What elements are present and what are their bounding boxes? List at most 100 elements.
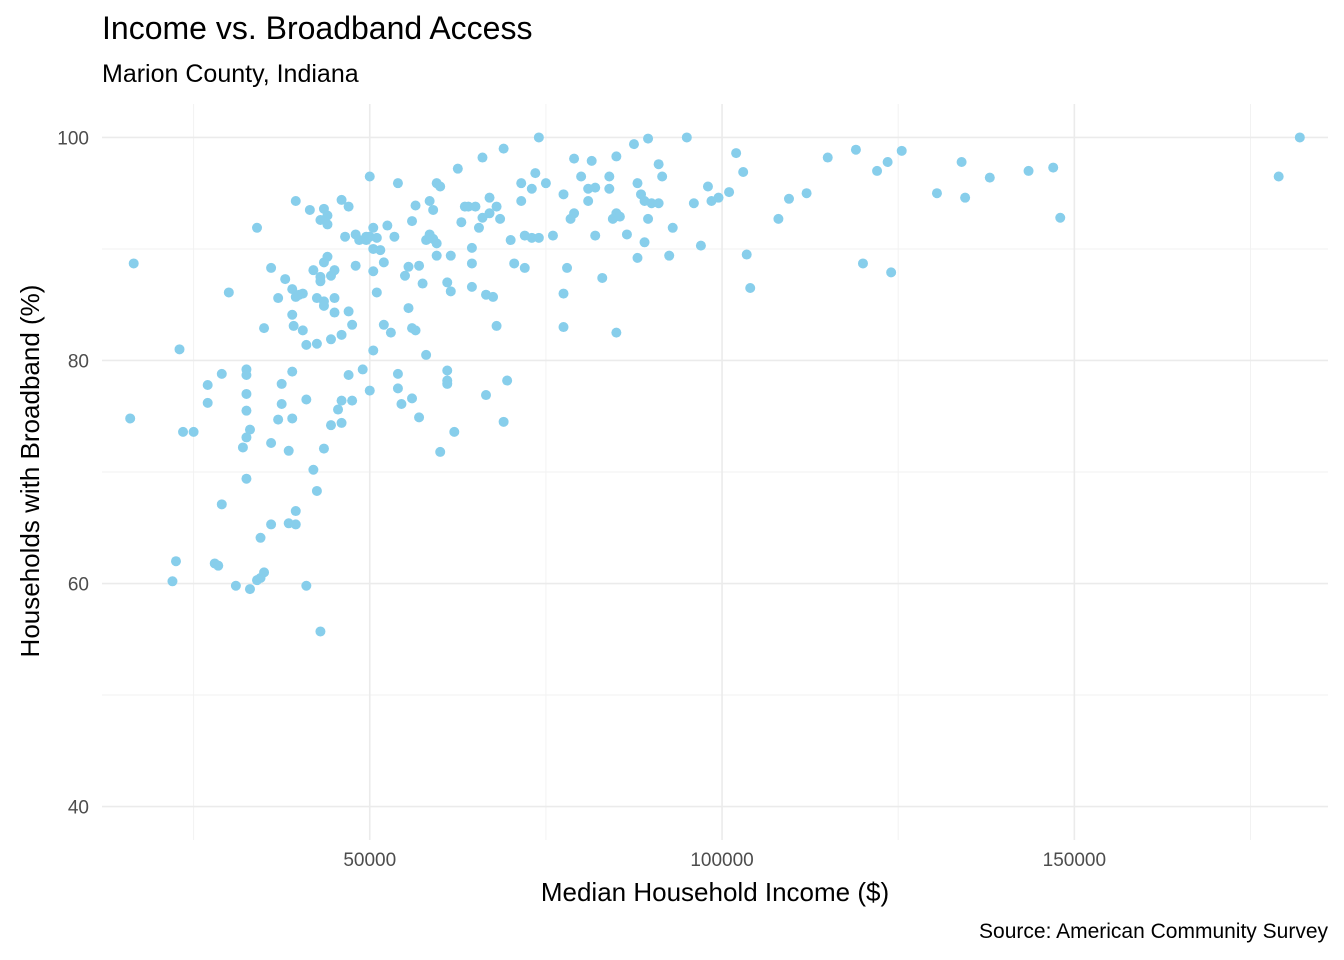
data-point — [336, 395, 347, 406]
data-point — [174, 344, 185, 355]
data-point — [583, 196, 594, 207]
data-point — [621, 229, 632, 240]
data-point — [276, 378, 287, 389]
data-point — [484, 192, 495, 203]
data-point — [611, 151, 622, 162]
data-point — [410, 200, 421, 211]
y-axis-title: Households with Broadband (%) — [15, 285, 45, 658]
data-point — [470, 201, 481, 212]
data-point — [533, 132, 544, 143]
data-point — [435, 181, 446, 192]
data-point — [569, 208, 580, 219]
data-point — [576, 171, 587, 182]
data-point — [590, 230, 601, 241]
data-point — [244, 424, 255, 435]
chart-caption: Source: American Community Survey — [979, 920, 1328, 943]
data-point — [653, 198, 664, 209]
data-point — [586, 155, 597, 166]
data-point — [1055, 212, 1066, 223]
data-point — [287, 284, 298, 295]
data-point — [516, 178, 527, 189]
data-point — [484, 208, 495, 219]
data-point — [259, 323, 270, 334]
data-point — [368, 266, 379, 277]
data-point — [188, 426, 199, 437]
data-point — [273, 414, 284, 425]
data-point — [288, 320, 299, 331]
data-point — [519, 262, 530, 273]
data-point — [681, 132, 692, 143]
data-point — [491, 320, 502, 331]
data-point — [414, 412, 425, 423]
data-point — [424, 196, 435, 207]
data-point — [396, 398, 407, 409]
data-point — [562, 262, 573, 273]
y-tick-label: 60 — [68, 575, 89, 596]
data-point — [340, 231, 351, 242]
data-point — [783, 193, 794, 204]
data-point — [466, 281, 477, 292]
x-tick-label: 100000 — [690, 850, 753, 871]
data-point — [643, 133, 654, 144]
data-point — [442, 277, 453, 288]
data-point — [318, 443, 329, 454]
chart-subtitle: Marion County, Indiana — [102, 60, 359, 88]
data-point — [667, 222, 678, 233]
data-point — [442, 375, 453, 386]
data-point — [389, 231, 400, 242]
data-point — [872, 165, 883, 176]
x-axis-ticks: 50000 100000 150000 — [343, 850, 1106, 871]
data-point — [643, 213, 654, 224]
data-point — [371, 287, 382, 298]
data-point — [315, 271, 326, 282]
data-point — [526, 232, 537, 243]
data-point — [526, 183, 537, 194]
data-point — [614, 211, 625, 222]
data-point — [498, 416, 509, 427]
data-point — [435, 446, 446, 457]
data-point — [688, 198, 699, 209]
data-point — [745, 283, 756, 293]
data-point — [533, 232, 544, 243]
data-point — [431, 250, 442, 261]
data-point — [477, 152, 488, 163]
data-point — [297, 288, 308, 299]
data-point — [276, 398, 287, 409]
data-point — [516, 196, 527, 207]
data-point — [329, 293, 340, 304]
data-point — [399, 270, 410, 281]
data-point — [488, 291, 499, 302]
data-point — [311, 338, 322, 349]
y-axis-ticks: 40 60 80 100 — [57, 128, 89, 818]
data-point — [882, 156, 893, 167]
data-point — [128, 258, 139, 269]
data-point — [960, 192, 971, 203]
data-point — [329, 265, 340, 276]
data-point — [547, 230, 558, 241]
data-point — [558, 322, 569, 333]
data-point — [266, 262, 277, 273]
data-point — [347, 319, 358, 330]
data-point — [604, 171, 615, 182]
data-point — [343, 306, 354, 317]
data-point — [347, 395, 358, 406]
data-point — [259, 567, 270, 578]
data-point — [695, 240, 706, 251]
data-point — [322, 251, 333, 262]
data-point — [325, 334, 336, 345]
data-point — [639, 237, 650, 248]
data-point — [896, 145, 907, 156]
data-point — [241, 405, 252, 416]
data-point — [244, 584, 255, 595]
data-point — [558, 288, 569, 299]
data-point — [931, 188, 942, 199]
data-point — [216, 368, 227, 379]
data-point — [336, 417, 347, 428]
x-axis-title: Median Household Income ($) — [541, 877, 889, 907]
data-point — [1273, 171, 1284, 182]
data-point — [375, 245, 386, 256]
data-point — [540, 178, 551, 189]
data-point — [311, 485, 322, 496]
data-point — [473, 222, 484, 233]
data-point — [702, 181, 713, 192]
